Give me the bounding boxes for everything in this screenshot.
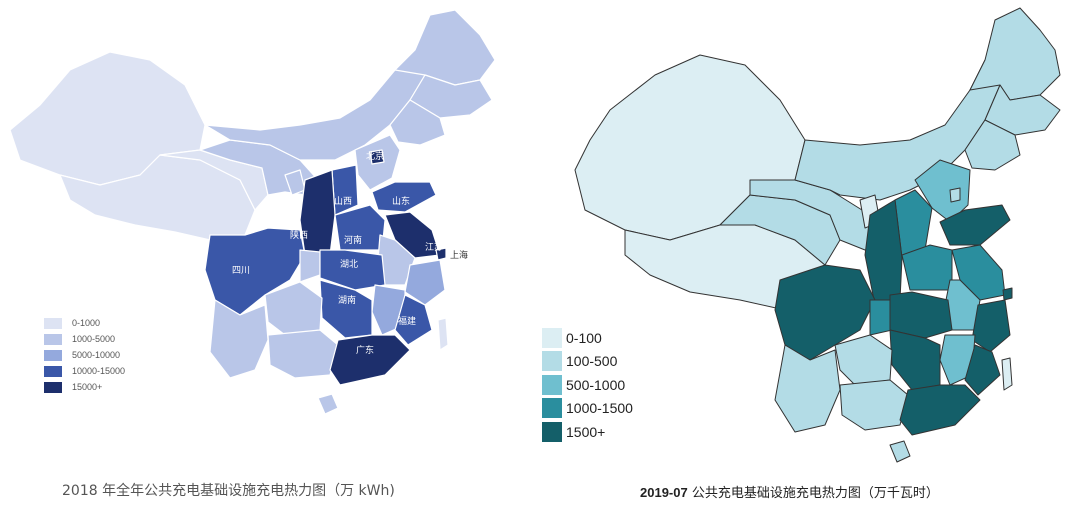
left-legend: 0-1000 1000-5000 5000-10000 10000-15000 … xyxy=(44,315,125,395)
region-hainan xyxy=(317,393,339,415)
region-sichuan xyxy=(204,227,306,316)
label-guangdong: 广东 xyxy=(356,344,374,356)
region-shanghai xyxy=(435,247,447,261)
region-guangdong xyxy=(329,334,411,386)
legend-swatch xyxy=(44,317,62,329)
right-legend-item: 500-1000 xyxy=(542,373,633,397)
label-shaanxi: 陕西 xyxy=(290,229,308,241)
legend-label: 100-500 xyxy=(566,353,618,370)
region-liaoning xyxy=(964,119,1021,171)
region-guangxi xyxy=(839,379,909,431)
region-hunan xyxy=(889,329,941,391)
label-sichuan: 四川 xyxy=(232,266,250,276)
left-map-caption: 2018 年全年公共充电基础设施充电热力图（万 kWh) xyxy=(62,483,395,499)
region-fujian xyxy=(964,344,1001,396)
left-legend-item: 0-1000 xyxy=(44,315,125,331)
region-jiangxi xyxy=(939,334,976,386)
right-legend: 0-100 100-500 500-1000 1000-1500 1500+ xyxy=(542,326,633,444)
region-henan xyxy=(901,244,953,291)
region-sichuan xyxy=(774,264,876,361)
label-shanghai: 上海 xyxy=(450,249,468,261)
right-legend-item: 100-500 xyxy=(542,350,633,374)
label-jiangsu: 江苏 xyxy=(425,241,443,253)
label-hunan: 湖南 xyxy=(338,294,356,306)
label-shanxi: 山西 xyxy=(334,196,352,207)
label-beijing: 北京 xyxy=(366,150,384,162)
region-hubei xyxy=(889,291,953,339)
region-zhejiang xyxy=(404,259,446,306)
legend-swatch xyxy=(44,333,62,345)
region-guangxi xyxy=(267,329,339,379)
region-shanghai xyxy=(1002,287,1013,301)
region-liaoning xyxy=(389,99,446,146)
left-legend-item: 1000-5000 xyxy=(44,331,125,347)
legend-label: 0-100 xyxy=(566,329,602,346)
region-guangdong xyxy=(899,384,981,436)
region-fujian xyxy=(394,294,433,346)
legend-swatch xyxy=(542,398,562,419)
region-yunnan xyxy=(209,299,269,379)
right-caption-date: 2019-07 xyxy=(640,485,688,500)
region-chongqing xyxy=(299,249,321,283)
label-fujian: 福建 xyxy=(398,315,416,327)
legend-swatch xyxy=(542,421,562,442)
right-legend-item: 1000-1500 xyxy=(542,397,633,421)
region-shanxi xyxy=(331,164,359,216)
label-henan: 河南 xyxy=(344,234,362,246)
label-hubei: 湖北 xyxy=(340,259,358,270)
region-shaanxi xyxy=(299,169,336,256)
legend-label: 500-1000 xyxy=(566,376,626,393)
region-tianjin xyxy=(949,187,961,203)
right-map-caption: 2019-07 公共充电基础设施充电热力图（万千瓦时） xyxy=(640,482,939,501)
region-shandong xyxy=(939,204,1011,246)
label-shandong: 山东 xyxy=(392,195,410,207)
left-legend-item: 15000+ xyxy=(44,379,125,395)
legend-label: 1000-1500 xyxy=(566,400,633,417)
region-shaanxi xyxy=(864,199,903,306)
region-chongqing xyxy=(869,299,893,336)
region-heilongjiang xyxy=(969,7,1061,101)
legend-label: 0-1000 xyxy=(72,318,101,328)
legend-swatch xyxy=(542,327,562,348)
region-guizhou xyxy=(834,334,893,386)
region-henan xyxy=(334,204,386,251)
legend-swatch xyxy=(44,349,62,361)
legend-swatch xyxy=(542,351,562,372)
legend-swatch xyxy=(44,381,62,393)
left-china-map: 北京 山西 山东 陕西 河南 江苏 上海 四川 湖北 湖南 福建 广东 xyxy=(9,9,496,415)
left-map-panel: 北京 山西 山东 陕西 河南 江苏 上海 四川 湖北 湖南 福建 广东 0-10… xyxy=(9,9,496,499)
region-beijing xyxy=(369,149,385,165)
legend-swatch xyxy=(44,365,62,377)
right-caption-text: 公共充电基础设施充电热力图（万千瓦时） xyxy=(687,486,939,501)
region-shandong xyxy=(371,181,437,213)
left-legend-item: 5000-10000 xyxy=(44,347,125,363)
region-yunnan xyxy=(774,344,841,433)
right-legend-item: 1500+ xyxy=(542,420,633,444)
legend-label: 1000-5000 xyxy=(72,334,116,344)
legend-label: 1500+ xyxy=(566,423,606,440)
region-taiwan xyxy=(1001,357,1013,391)
region-hainan xyxy=(889,440,911,463)
right-map-panel: 0-100 100-500 500-1000 1000-1500 1500+ 2… xyxy=(540,0,1080,509)
region-hubei xyxy=(319,249,386,291)
legend-label: 10000-15000 xyxy=(72,366,126,376)
left-legend-item: 10000-15000 xyxy=(44,363,125,379)
legend-swatch xyxy=(542,374,562,395)
right-legend-item: 0-100 xyxy=(542,326,633,350)
region-tibet xyxy=(59,154,256,241)
right-china-map xyxy=(574,7,1061,463)
legend-label: 15000+ xyxy=(72,382,103,392)
region-taiwan xyxy=(437,317,449,351)
legend-label: 5000-10000 xyxy=(72,350,121,360)
region-zhejiang xyxy=(971,299,1011,353)
